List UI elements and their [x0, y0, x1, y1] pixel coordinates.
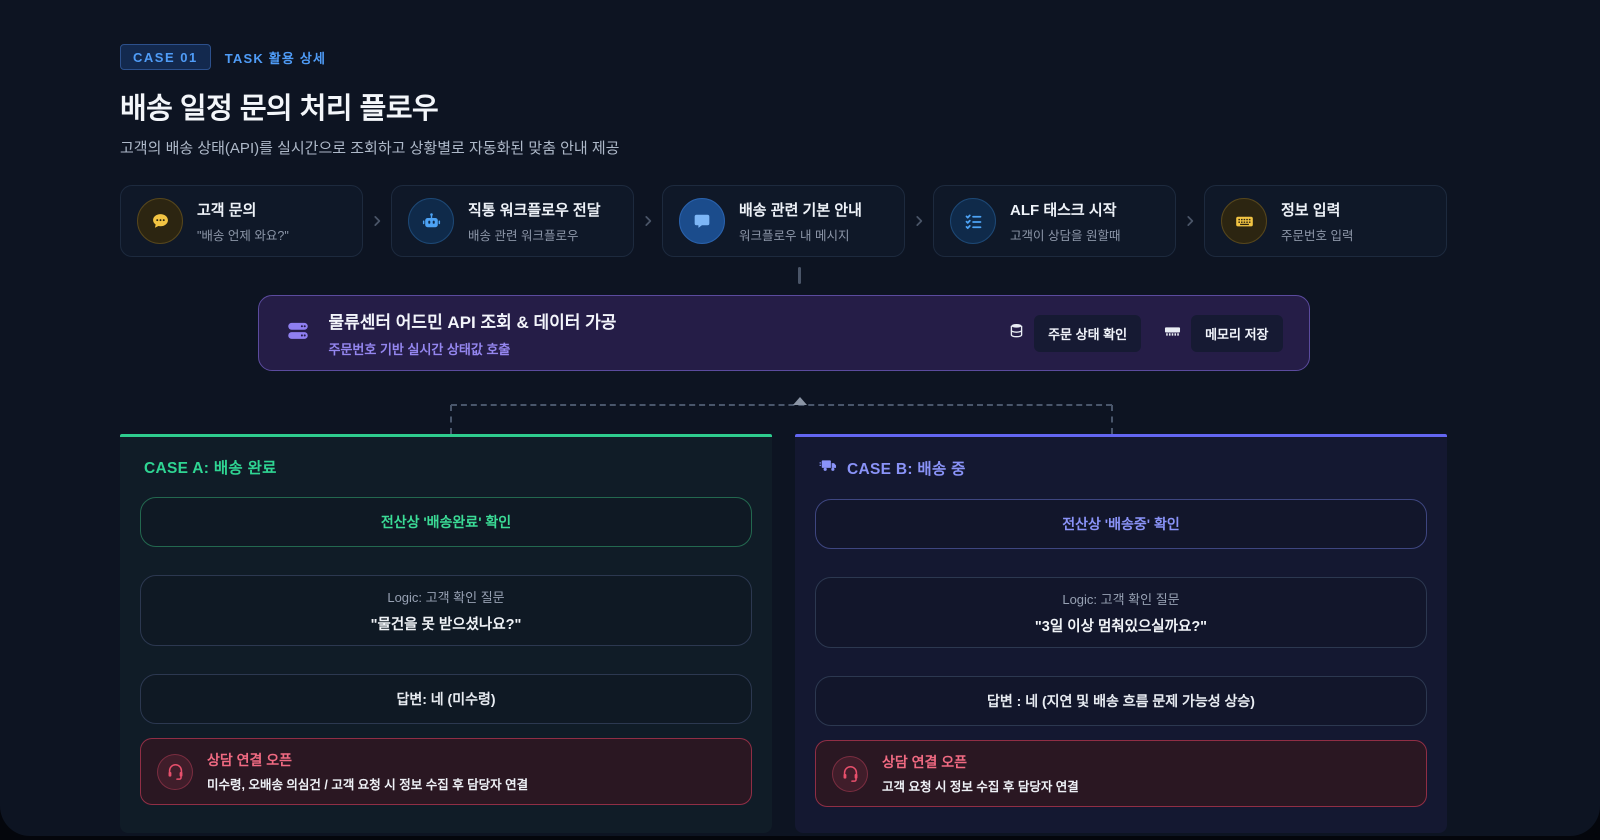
- page-subtitle: 고객의 배송 상태(API)를 실시간으로 조회하고 상황별로 자동화된 맞춤 …: [120, 140, 620, 157]
- chat-bubble-icon: [137, 198, 183, 244]
- flow-step-workflow-handoff: 직통 워크플로우 전달 배송 관련 워크플로우: [391, 185, 634, 257]
- memory-save-badge: 메모리 저장: [1191, 314, 1283, 352]
- flow-step-alf-task-start: ALF 태스크 시작 고객이 상담을 원할때: [933, 185, 1176, 257]
- flow-step-subtitle: 배송 관련 워크플로우: [468, 228, 579, 243]
- headset-icon: [832, 755, 868, 792]
- server-icon: [285, 318, 311, 349]
- case-number-badge: CASE 01: [120, 44, 211, 70]
- case-b-answer-pill: 답변 : 네 (지연 및 배송 흐름 문제 가능성 상승): [815, 676, 1427, 726]
- case-b-status-pill: 전산상 '배송중' 확인: [815, 499, 1427, 549]
- flow-step-subtitle: 워크플로우 내 메시지: [739, 228, 850, 243]
- case-a-logic-pill: Logic: 고객 확인 질문 "물건을 못 받으셨나요?": [140, 575, 752, 646]
- checklist-icon: [950, 198, 996, 244]
- case-b-card: CASE B: 배송 중 전산상 '배송중' 확인 Logic: 고객 확인 질…: [795, 434, 1447, 833]
- order-status-check-badge: 주문 상태 확인: [1034, 314, 1142, 352]
- chevron-right-icon: [1176, 214, 1204, 228]
- escalation-title: 상담 연결 오픈: [207, 752, 293, 768]
- flow-step-title: 배송 관련 기본 안내: [739, 201, 862, 219]
- memory-save-badge-group: 메모리 저장: [1163, 314, 1283, 352]
- escalation-description: 고객 요청 시 정보 수집 후 담당자 연결: [882, 780, 1079, 794]
- flow-step-title: 정보 입력: [1281, 201, 1341, 219]
- case-b-logic-pill: Logic: 고객 확인 질문 "3일 이상 멈춰있으실까요?": [815, 577, 1427, 648]
- logic-label: Logic: 고객 확인 질문: [1062, 592, 1180, 607]
- database-icon: [1008, 322, 1025, 344]
- escalation-title: 상담 연결 오픈: [882, 754, 968, 770]
- case-b-title: CASE B: 배송 중: [847, 461, 966, 478]
- branch-connector: [120, 397, 1447, 434]
- escalation-description: 미수령, 오배송 의심건 / 고객 요청 시 정보 수집 후 담당자 연결: [207, 778, 529, 792]
- memory-icon: [1163, 321, 1182, 345]
- robot-icon: [408, 198, 454, 244]
- flow-step-subtitle: "배송 언제 와요?": [197, 228, 289, 243]
- branch-left-line: [450, 405, 452, 434]
- logic-label: Logic: 고객 확인 질문: [387, 590, 505, 605]
- case-a-status-pill: 전산상 '배송완료' 확인: [140, 497, 752, 547]
- chevron-right-icon: [363, 214, 391, 228]
- headset-icon: [157, 753, 193, 790]
- logic-question: "물건을 못 받으셨나요?": [370, 617, 522, 633]
- flow-step-info-input: 정보 입력 주문번호 입력: [1204, 185, 1447, 257]
- truck-icon: [819, 456, 838, 480]
- message-icon: [679, 198, 725, 244]
- page-header: CASE 01 TASK 활용 상세 배송 일정 문의 처리 플로우 고객의 배…: [120, 0, 1447, 158]
- flow-step-title: 직통 워크플로우 전달: [468, 201, 601, 219]
- case-a-answer-pill: 답변: 네 (미수령): [140, 674, 752, 724]
- case-a-title: CASE A: 배송 완료: [144, 460, 277, 477]
- branch-up-arrow-icon: [793, 397, 807, 405]
- page-title: 배송 일정 문의 처리 플로우: [120, 93, 439, 125]
- order-status-badge-group: 주문 상태 확인: [1008, 314, 1142, 352]
- branch-horizontal-line: [451, 404, 1112, 406]
- vertical-connector-line: [798, 267, 801, 284]
- flow-step-title: 고객 문의: [197, 201, 257, 219]
- logic-question: "3일 이상 멈춰있으실까요?": [1034, 619, 1208, 635]
- keyboard-icon: [1221, 198, 1267, 244]
- branch-right-line: [1111, 405, 1113, 434]
- api-card-title: 물류센터 어드민 API 조회 & 데이터 가공: [328, 313, 617, 332]
- case-b-escalation-card: 상담 연결 오픈 고객 요청 시 정보 수집 후 담당자 연결: [815, 740, 1427, 807]
- case-a-card: CASE A: 배송 완료 전산상 '배송완료' 확인 Logic: 고객 확인…: [120, 434, 772, 833]
- flow-step-row: 고객 문의 "배송 언제 와요?" 직통 워크플로우 전달 배송 관련 워크플로…: [120, 185, 1447, 257]
- api-card-subtitle: 주문번호 기반 실시간 상태값 호출: [328, 342, 511, 357]
- kicker-label: TASK 활용 상세: [224, 50, 327, 66]
- chevron-right-icon: [905, 214, 933, 228]
- flow-step-title: ALF 태스크 시작: [1010, 201, 1117, 219]
- chevron-right-icon: [634, 214, 662, 228]
- flow-step-customer-inquiry: 고객 문의 "배송 언제 와요?": [120, 185, 363, 257]
- flow-step-subtitle: 주문번호 입력: [1281, 228, 1354, 243]
- flow-step-subtitle: 고객이 상담을 원할때: [1010, 228, 1121, 243]
- api-lookup-card: 물류센터 어드민 API 조회 & 데이터 가공 주문번호 기반 실시간 상태값…: [257, 295, 1310, 371]
- flow-step-basic-guide: 배송 관련 기본 안내 워크플로우 내 메시지: [662, 185, 905, 257]
- case-a-escalation-card: 상담 연결 오픈 미수령, 오배송 의심건 / 고객 요청 시 정보 수집 후 …: [140, 738, 752, 805]
